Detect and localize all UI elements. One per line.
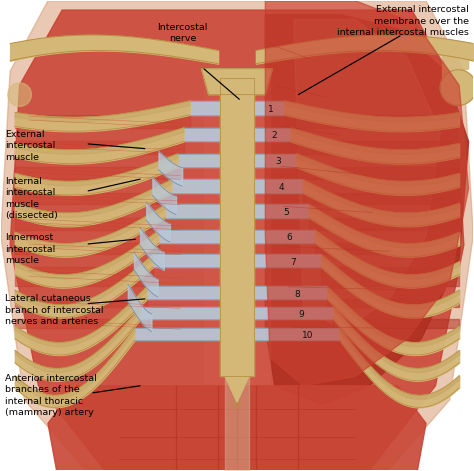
Circle shape [440,70,474,106]
Text: Lateral cutaneous
branch of intercostal
nerves and arteries: Lateral cutaneous branch of intercostal … [5,294,104,326]
Text: External
intercostal
muscle: External intercostal muscle [5,130,55,162]
Text: 9: 9 [298,310,304,319]
Polygon shape [443,41,469,78]
Polygon shape [294,19,440,329]
Polygon shape [265,15,469,405]
Text: 5: 5 [283,208,289,217]
Polygon shape [201,69,273,95]
Polygon shape [10,10,464,471]
Text: 8: 8 [294,290,300,299]
Text: 7: 7 [291,258,296,267]
Text: Intercostal
nerve: Intercostal nerve [157,23,208,43]
Circle shape [8,83,31,106]
Text: 1: 1 [268,105,273,114]
Polygon shape [48,386,426,471]
Polygon shape [220,78,254,376]
Text: Internal
intercostal
muscle
(dissected): Internal intercostal muscle (dissected) [5,177,58,220]
Polygon shape [204,76,270,405]
Text: 2: 2 [272,131,277,140]
Text: 6: 6 [287,233,292,243]
Text: External intercostal
membrane over the
internal intercostal muscles: External intercostal membrane over the i… [337,5,469,37]
Text: Innermost
intercostal
muscle: Innermost intercostal muscle [5,233,55,265]
Text: 4: 4 [279,183,285,192]
Text: 10: 10 [302,331,313,340]
Text: Anterior intercostal
branches of the
internal thoracic
(mammary) artery: Anterior intercostal branches of the int… [5,374,97,417]
Polygon shape [225,376,249,402]
Text: 3: 3 [275,157,281,166]
Polygon shape [265,0,469,386]
Circle shape [233,401,241,408]
